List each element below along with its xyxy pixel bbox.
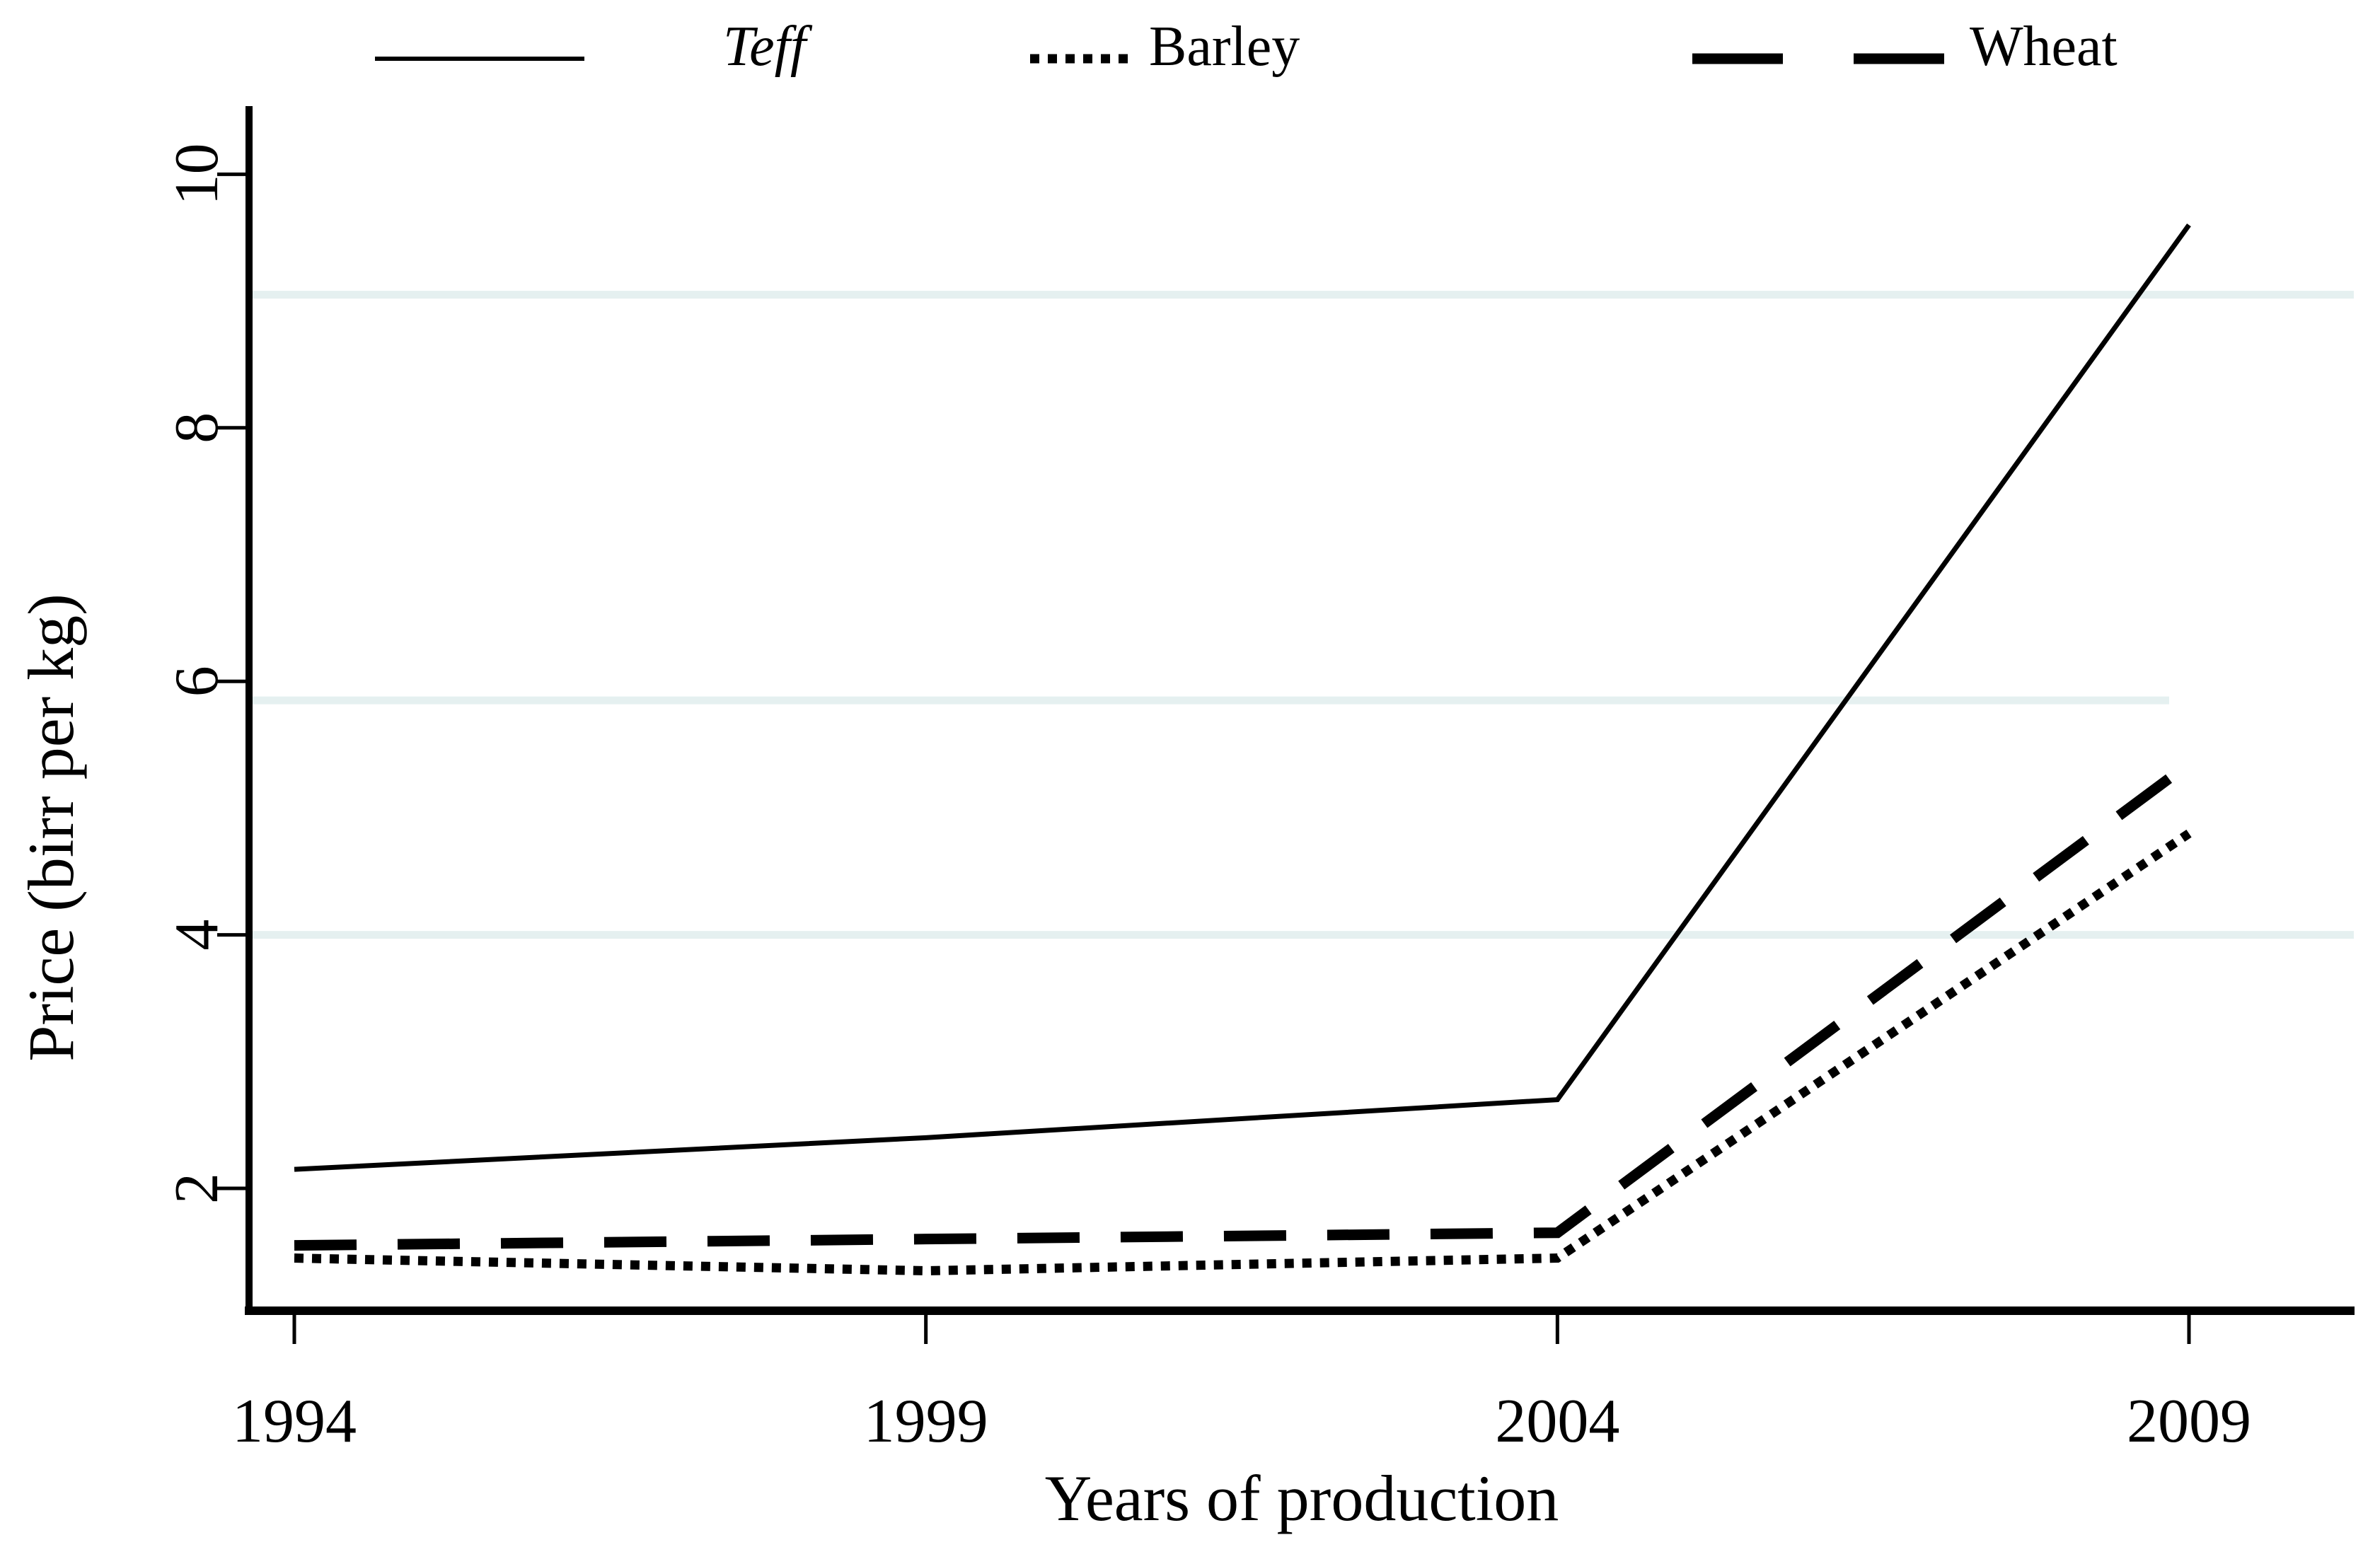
y-tick-label: 2 [163, 1173, 231, 1204]
barley-line-sample-icon [1030, 54, 1129, 64]
wheat-line [294, 759, 2193, 1251]
legend-label-teff: Teff [723, 16, 807, 78]
y-tick-label: 4 [163, 920, 231, 951]
wheat-line-sample-icon [1692, 53, 1944, 64]
legend-label-wheat: Wheat [1970, 16, 2118, 78]
teff-line-sample-icon [375, 57, 584, 61]
barley-line [294, 829, 2192, 1275]
y-tick-label: 10 [163, 143, 231, 205]
x-tick-label: 1999 [864, 1387, 988, 1456]
x-tick-label: 2009 [2127, 1387, 2251, 1456]
y-tick-label: 8 [163, 412, 231, 444]
y-tick-label: 6 [163, 666, 231, 697]
x-tick-label: 1994 [232, 1387, 357, 1456]
x-tick-label: 2004 [1495, 1387, 1619, 1456]
x-axis-title: Years of production [1044, 1462, 1559, 1534]
legend-label-barley: Barley [1149, 16, 1300, 78]
legend: Teff Barley Wheat [0, 0, 2380, 113]
y-axis-title: Price (birr per kg) [15, 593, 87, 1062]
teff-line [294, 224, 2191, 1172]
